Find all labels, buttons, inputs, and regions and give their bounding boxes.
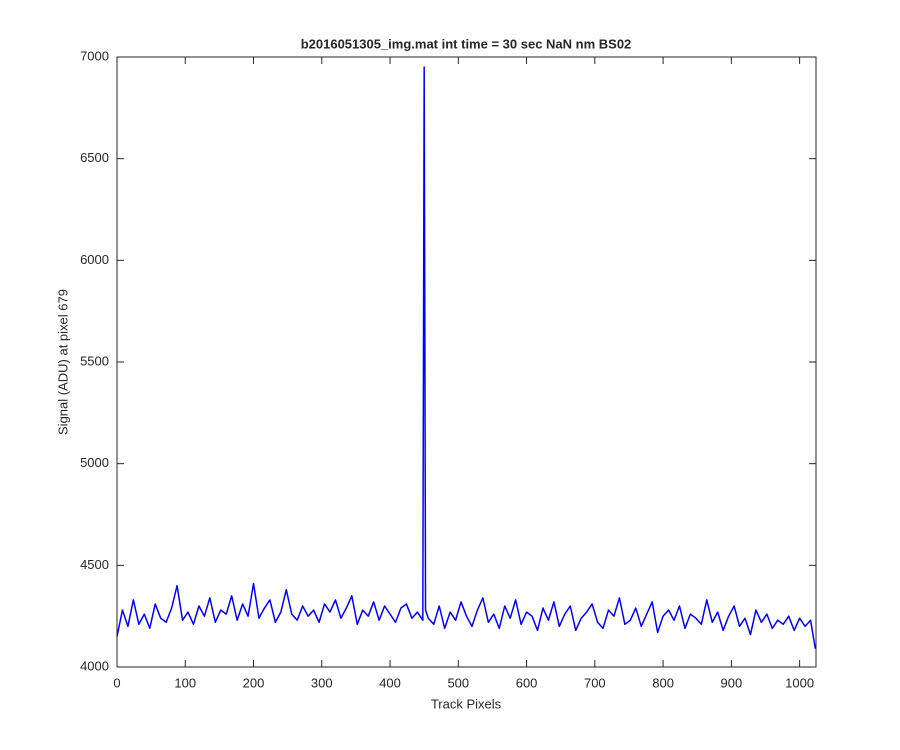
x-tick-label: 600 <box>516 675 538 690</box>
x-tick-label: 300 <box>311 675 333 690</box>
y-tick-label: 5000 <box>80 455 109 470</box>
data-line <box>116 66 817 649</box>
y-tick-label: 4000 <box>80 658 109 673</box>
chart-title: b2016051305_img.mat int time = 30 sec Na… <box>301 36 632 51</box>
x-tick-label: 700 <box>584 675 606 690</box>
y-axis-label: Signal (ADU) at pixel 679 <box>55 289 70 435</box>
y-tick-label: 6500 <box>80 150 109 165</box>
y-tick-label: 6000 <box>80 252 109 267</box>
x-tick-label: 200 <box>243 675 265 690</box>
x-axis-label: Track Pixels <box>431 696 502 711</box>
x-tick-label: 500 <box>447 675 469 690</box>
x-tick-label: 1000 <box>785 675 814 690</box>
x-tick-label: 400 <box>379 675 401 690</box>
x-tick-label: 800 <box>652 675 674 690</box>
y-tick-label: 5500 <box>80 353 109 368</box>
x-tick-label: 0 <box>113 675 120 690</box>
x-tick-label: 100 <box>174 675 196 690</box>
y-tick-label: 7000 <box>80 48 109 63</box>
x-tick-label: 900 <box>721 675 743 690</box>
y-tick-label: 4500 <box>80 557 109 572</box>
